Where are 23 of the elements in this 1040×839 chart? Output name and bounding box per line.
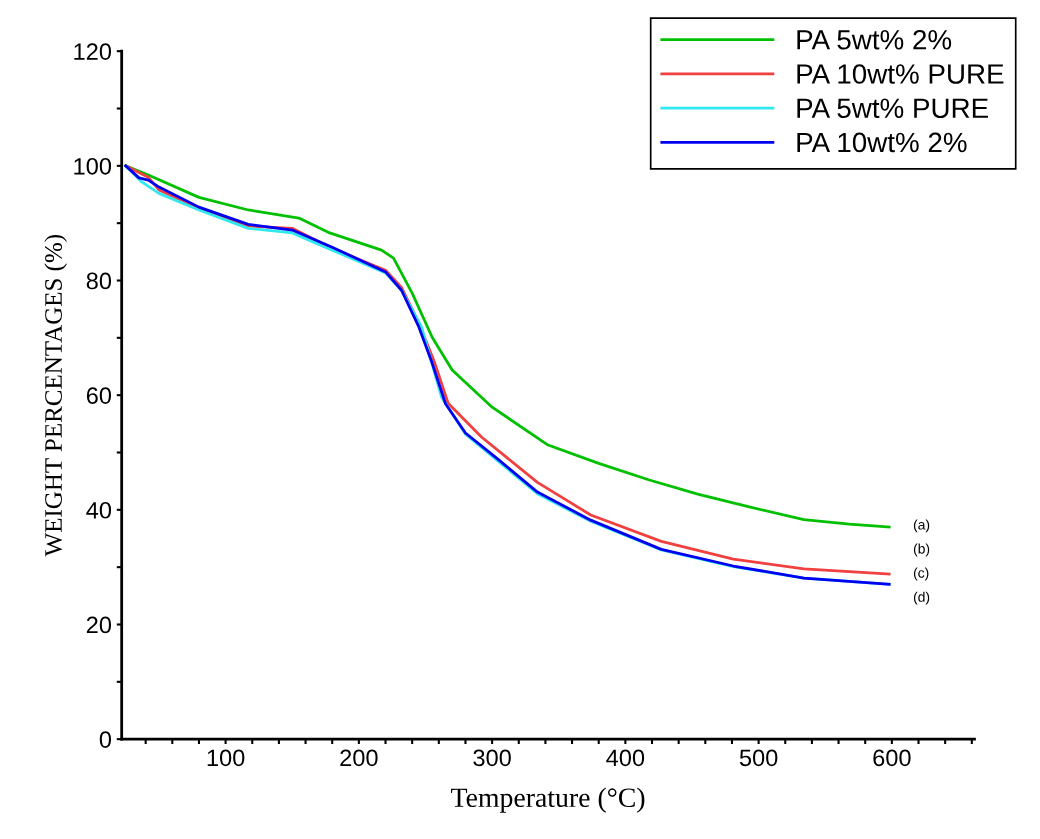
y-tick-label: 60 <box>86 387 112 404</box>
y-axis-title: WEIGHT PERCENTAGES (%) <box>44 235 68 557</box>
x-tick-label: 500 <box>739 749 778 767</box>
y-tick-label: 40 <box>86 501 112 519</box>
y-tick-label: 120 <box>74 43 112 60</box>
legend-label: PA 10wt% 2% <box>797 132 967 153</box>
legend-label: PA 5wt% 2% <box>797 29 952 50</box>
legend-label: PA 10wt% PURE <box>797 64 1004 84</box>
x-tick-label: 100 <box>207 749 245 767</box>
annotation: (c) <box>913 567 929 581</box>
x-axis-title: Temperature (°C) <box>451 787 645 813</box>
y-tick-label: 100 <box>74 157 112 175</box>
legend-label: PA 5wt% PURE <box>797 98 988 119</box>
x-tick-label: 400 <box>606 749 645 767</box>
y-tick-label: 20 <box>86 616 112 634</box>
annotation: (a) <box>913 519 930 533</box>
annotation: (b) <box>913 543 930 557</box>
y-tick-label: 80 <box>86 272 112 290</box>
x-tick-label: 200 <box>340 749 378 767</box>
annotation: (d) <box>913 591 930 605</box>
x-tick-label: 600 <box>873 749 911 767</box>
x-tick-label: 300 <box>473 749 511 767</box>
y-tick-label: 0 <box>99 731 112 748</box>
